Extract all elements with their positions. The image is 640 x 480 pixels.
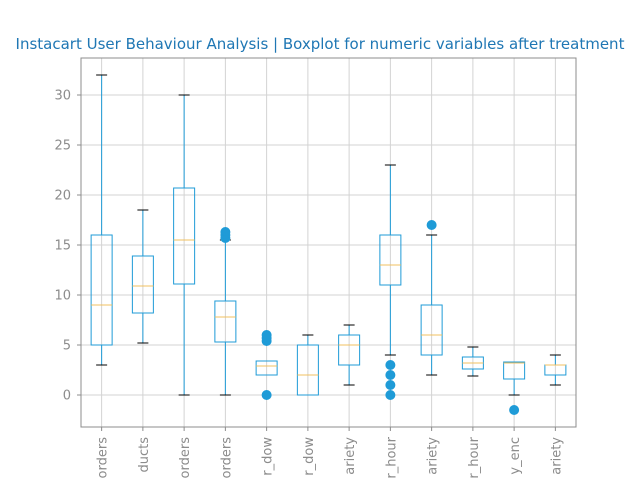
x-tick-label: orders bbox=[96, 437, 111, 479]
iqr-box bbox=[338, 334, 361, 366]
iqr-box bbox=[503, 361, 526, 380]
plot-frame bbox=[80, 57, 577, 428]
iqr-box bbox=[255, 360, 278, 376]
x-tick-label: orders bbox=[219, 437, 234, 479]
box-group bbox=[420, 220, 443, 376]
box-group bbox=[131, 209, 154, 344]
y-tick-label: 10 bbox=[54, 289, 71, 304]
x-tick-label: ariety bbox=[343, 437, 358, 475]
x-tick-label: r_hour bbox=[467, 436, 482, 478]
outlier-point bbox=[385, 380, 396, 390]
y-tick-label: 15 bbox=[54, 239, 71, 254]
x-tick-label: r_dow bbox=[302, 437, 317, 476]
outlier-point bbox=[509, 405, 520, 415]
outlier-point bbox=[385, 360, 396, 370]
box-group bbox=[214, 227, 237, 396]
box-group bbox=[255, 330, 278, 400]
box-layer bbox=[90, 74, 567, 415]
iqr-box bbox=[379, 234, 402, 286]
box-group bbox=[379, 164, 402, 400]
x-tick-label: orders bbox=[178, 437, 193, 479]
box-group bbox=[338, 324, 361, 386]
outlier-point bbox=[261, 330, 272, 340]
y-tick-label: 25 bbox=[54, 139, 71, 154]
x-tick-label: r_hour bbox=[384, 436, 399, 478]
outlier-point bbox=[385, 370, 396, 380]
y-tick-label: 20 bbox=[54, 189, 71, 204]
outlier-point bbox=[426, 220, 437, 230]
box-group bbox=[296, 334, 319, 396]
outlier-point bbox=[220, 227, 231, 237]
iqr-box bbox=[420, 304, 443, 356]
outlier-point bbox=[261, 390, 272, 400]
grid-layer bbox=[81, 58, 576, 427]
outlier-point bbox=[385, 390, 396, 400]
box-group bbox=[544, 354, 567, 386]
iqr-box bbox=[173, 187, 196, 285]
x-tick-label: ducts bbox=[137, 437, 152, 473]
y-tick-label: 30 bbox=[54, 89, 71, 104]
iqr-box bbox=[131, 255, 154, 314]
chart-title: Instacart User Behaviour Analysis | Boxp… bbox=[16, 35, 625, 53]
iqr-box bbox=[90, 234, 113, 346]
box-group bbox=[503, 361, 526, 415]
axis-layer: 0 5 10 15 20 25 30 orders ducts orders orders r_dow… bbox=[54, 89, 564, 479]
box-group bbox=[461, 346, 484, 377]
iqr-box bbox=[214, 300, 237, 343]
x-tick-label: r_dow bbox=[261, 437, 276, 476]
box-group bbox=[90, 74, 113, 366]
iqr-box bbox=[296, 344, 319, 396]
y-tick-label: 0 bbox=[63, 389, 71, 404]
x-tick-label: y_enc bbox=[508, 437, 523, 475]
x-tick-label: ariety bbox=[549, 437, 564, 475]
x-tick-label: ariety bbox=[426, 437, 441, 475]
box-group bbox=[173, 94, 196, 396]
y-tick-label: 5 bbox=[63, 339, 71, 354]
